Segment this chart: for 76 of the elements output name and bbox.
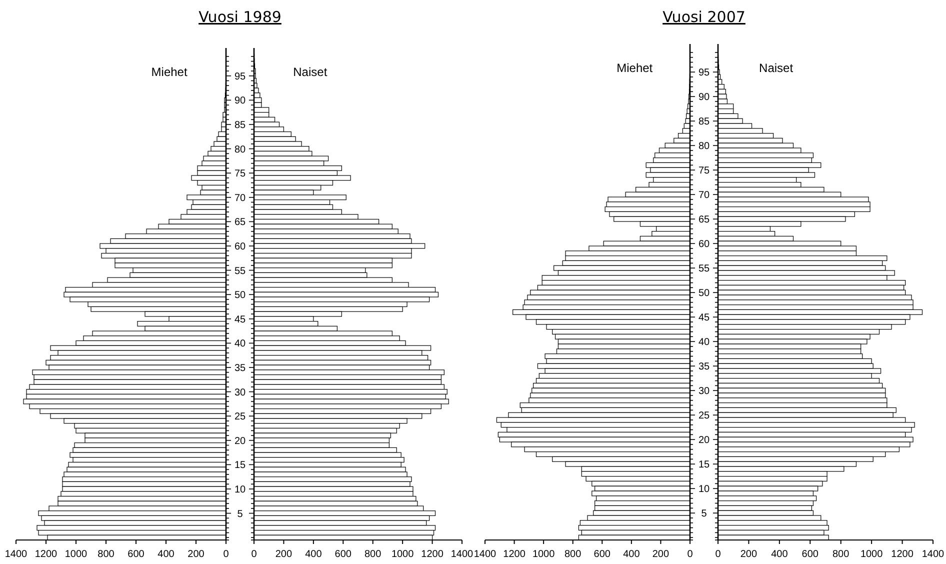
x-tick-label: 200 bbox=[740, 549, 758, 560]
y-tick-label: 65 bbox=[698, 214, 710, 226]
y-tick-label: 95 bbox=[234, 71, 246, 82]
y-tick-label: 40 bbox=[698, 337, 710, 348]
y-tick-label: 35 bbox=[698, 362, 710, 373]
x-tick-label: 1200 bbox=[891, 549, 914, 560]
x-tick-label: 1000 bbox=[64, 549, 88, 560]
y-tick-label: 75 bbox=[234, 168, 246, 180]
x-tick-label: 600 bbox=[802, 549, 819, 560]
y-tick-label: 50 bbox=[698, 288, 710, 300]
y-tick-label: 60 bbox=[698, 239, 710, 250]
x-tick-label: 1400 bbox=[474, 549, 497, 560]
x-tick-label: 200 bbox=[188, 549, 205, 560]
y-tick-label: 90 bbox=[234, 96, 246, 107]
x-tick-label: 400 bbox=[305, 549, 322, 560]
x-tick-label: 800 bbox=[564, 549, 582, 560]
x-tick-label: 1000 bbox=[532, 549, 556, 560]
x-tick-label: 200 bbox=[652, 549, 670, 560]
x-tick-label: 0 bbox=[251, 549, 258, 560]
x-tick-label: 600 bbox=[594, 549, 611, 560]
y-tick-label: 70 bbox=[698, 190, 710, 202]
y-tick-label: 35 bbox=[234, 362, 246, 374]
y-tick-label: 15 bbox=[698, 460, 710, 471]
x-tick-label: 1200 bbox=[421, 549, 444, 560]
y-tick-label: 20 bbox=[698, 435, 710, 446]
x-tick-label: 0 bbox=[687, 549, 694, 560]
x-tick-label: 1000 bbox=[860, 549, 884, 560]
x-tick-label: 200 bbox=[275, 549, 292, 560]
y-tick-label: 55 bbox=[234, 266, 246, 277]
x-tick-label: 1400 bbox=[4, 549, 28, 560]
y-tick-label: 40 bbox=[234, 338, 246, 350]
x-tick-label: 1400 bbox=[450, 549, 474, 560]
chart-title: Vuosi 2007 bbox=[662, 8, 746, 26]
y-tick-label: 30 bbox=[234, 387, 246, 398]
x-tick-label: 600 bbox=[128, 549, 145, 560]
x-tick-label: 400 bbox=[623, 549, 640, 560]
y-tick-label: 85 bbox=[698, 116, 710, 128]
x-tick-label: 1200 bbox=[503, 549, 526, 560]
y-tick-label: 55 bbox=[698, 264, 710, 275]
annotation: Naiset bbox=[293, 65, 328, 79]
x-tick-label: 0 bbox=[223, 549, 230, 560]
y-tick-label: 60 bbox=[234, 241, 246, 252]
y-tick-label: 80 bbox=[234, 144, 246, 156]
y-tick-label: 75 bbox=[698, 166, 710, 177]
x-tick-label: 800 bbox=[98, 549, 115, 560]
annotation: Miehet bbox=[151, 65, 188, 79]
y-tick-label: 15 bbox=[234, 460, 246, 472]
y-tick-label: 20 bbox=[234, 436, 246, 447]
y-tick-label: 95 bbox=[698, 68, 710, 79]
y-tick-label: 90 bbox=[698, 92, 710, 104]
y-tick-label: 25 bbox=[698, 410, 710, 422]
x-tick-label: 800 bbox=[832, 549, 850, 560]
x-tick-label: 400 bbox=[771, 549, 788, 560]
y-tick-label: 45 bbox=[698, 312, 710, 324]
x-tick-label: 1000 bbox=[391, 549, 414, 560]
x-tick-label: 800 bbox=[364, 549, 382, 560]
y-tick-label: 80 bbox=[698, 141, 710, 152]
y-tick-label: 85 bbox=[234, 120, 246, 131]
y-tick-label: 65 bbox=[234, 217, 246, 228]
annotation: Miehet bbox=[616, 61, 654, 75]
y-tick-label: 25 bbox=[234, 412, 246, 423]
x-tick-label: 1200 bbox=[34, 549, 58, 560]
y-tick-label: 70 bbox=[234, 192, 246, 204]
y-tick-label: 45 bbox=[234, 314, 246, 326]
y-tick-label: 50 bbox=[234, 290, 246, 302]
x-tick-label: 0 bbox=[715, 549, 722, 560]
x-tick-label: 600 bbox=[334, 549, 352, 560]
y-tick-label: 30 bbox=[698, 386, 710, 398]
annotation: Naiset bbox=[759, 61, 794, 75]
y-tick-label: 5 bbox=[237, 508, 244, 520]
x-tick-label: 400 bbox=[158, 549, 175, 560]
chart-title: Vuosi 1989 bbox=[198, 8, 282, 26]
x-tick-label: 1400 bbox=[922, 549, 945, 560]
y-tick-label: 10 bbox=[698, 484, 710, 496]
y-tick-label: 5 bbox=[701, 508, 708, 520]
y-tick-label: 10 bbox=[234, 484, 246, 496]
